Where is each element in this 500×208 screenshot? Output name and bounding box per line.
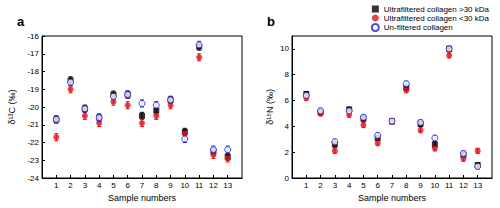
svg-text:3: 3 bbox=[83, 181, 88, 190]
svg-text:Sample numbers: Sample numbers bbox=[358, 193, 427, 203]
svg-text:12: 12 bbox=[459, 181, 468, 190]
svg-text:8: 8 bbox=[285, 70, 290, 79]
svg-text:4: 4 bbox=[347, 181, 352, 190]
svg-text:Ultrafiltered collagen >30 kDa: Ultrafiltered collagen >30 kDa bbox=[384, 5, 490, 14]
svg-text:b: b bbox=[267, 14, 275, 29]
svg-text:Ultrafiltered collagen <30 kDa: Ultrafiltered collagen <30 kDa bbox=[384, 14, 490, 23]
svg-text:9: 9 bbox=[418, 181, 423, 190]
svg-text:12: 12 bbox=[209, 181, 218, 190]
svg-text:1: 1 bbox=[304, 181, 309, 190]
svg-text:6: 6 bbox=[285, 96, 290, 105]
svg-text:7: 7 bbox=[140, 181, 145, 190]
svg-text:2: 2 bbox=[318, 181, 323, 190]
svg-text:1: 1 bbox=[54, 181, 59, 190]
svg-text:-16: -16 bbox=[27, 32, 39, 41]
svg-text:Sample numbers: Sample numbers bbox=[108, 193, 177, 203]
svg-text:-23: -23 bbox=[27, 156, 39, 165]
svg-text:2: 2 bbox=[285, 148, 290, 157]
svg-text:13: 13 bbox=[473, 181, 482, 190]
svg-text:6: 6 bbox=[125, 181, 130, 190]
svg-text:-17: -17 bbox=[27, 49, 39, 58]
svg-text:Un-filtered collagen: Un-filtered collagen bbox=[384, 23, 453, 32]
svg-text:-20: -20 bbox=[27, 103, 39, 112]
svg-text:8: 8 bbox=[154, 181, 159, 190]
svg-text:7: 7 bbox=[390, 181, 395, 190]
svg-text:11: 11 bbox=[445, 181, 454, 190]
svg-text:10: 10 bbox=[430, 181, 439, 190]
svg-text:-24: -24 bbox=[27, 174, 39, 183]
svg-text:10: 10 bbox=[180, 181, 189, 190]
svg-text:δ¹³C (‰): δ¹³C (‰) bbox=[7, 89, 17, 124]
svg-text:4: 4 bbox=[285, 122, 290, 131]
svg-text:a: a bbox=[17, 14, 25, 29]
svg-text:0: 0 bbox=[285, 174, 290, 183]
svg-text:δ¹⁵N (‰): δ¹⁵N (‰) bbox=[265, 89, 275, 125]
svg-text:5: 5 bbox=[111, 181, 116, 190]
svg-text:-22: -22 bbox=[27, 138, 39, 147]
svg-text:10: 10 bbox=[280, 44, 289, 53]
svg-text:-19: -19 bbox=[27, 85, 39, 94]
svg-text:8: 8 bbox=[404, 181, 409, 190]
svg-text:11: 11 bbox=[195, 181, 204, 190]
svg-text:-21: -21 bbox=[27, 120, 39, 129]
svg-text:6: 6 bbox=[375, 181, 380, 190]
svg-text:13: 13 bbox=[223, 181, 232, 190]
svg-text:5: 5 bbox=[361, 181, 366, 190]
svg-text:9: 9 bbox=[168, 181, 173, 190]
svg-text:4: 4 bbox=[97, 181, 102, 190]
svg-text:-18: -18 bbox=[27, 67, 39, 76]
svg-text:3: 3 bbox=[333, 181, 338, 190]
svg-text:2: 2 bbox=[68, 181, 73, 190]
